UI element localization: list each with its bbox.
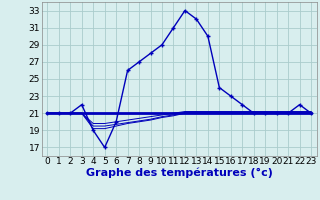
X-axis label: Graphe des températures (°c): Graphe des températures (°c) [86,168,273,178]
